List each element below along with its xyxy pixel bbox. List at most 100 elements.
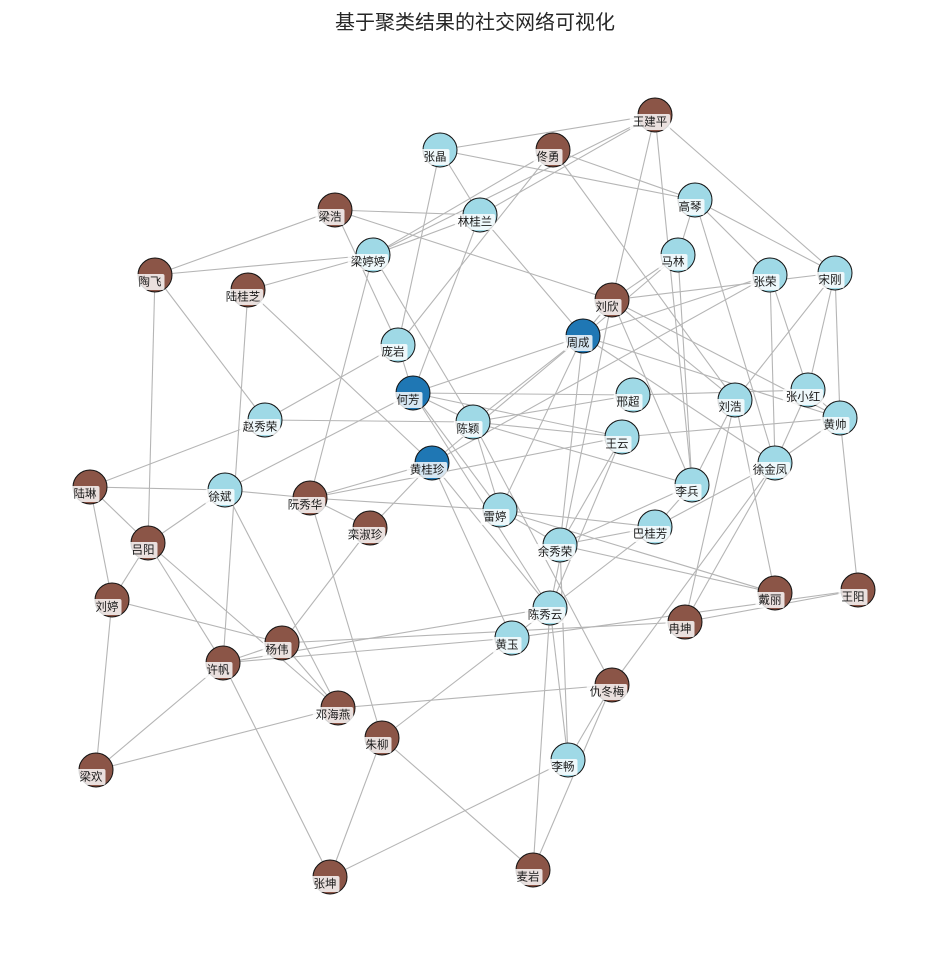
- node-陶飞[interactable]: 陶飞: [135, 257, 173, 293]
- node-高琴[interactable]: 高琴: [675, 182, 713, 218]
- edge-徐金凤-冉坤: [684, 462, 776, 623]
- node-栾淑珍[interactable]: 栾淑珍: [344, 510, 388, 546]
- node-黄帅[interactable]: 黄帅: [820, 400, 858, 436]
- edge-佟勇-庞岩: [397, 149, 554, 346]
- node-label: 张荣: [754, 275, 777, 289]
- node-徐金凤[interactable]: 徐金凤: [749, 445, 793, 481]
- node-label-background: [613, 394, 643, 410]
- node-吕阳[interactable]: 吕阳: [128, 525, 166, 561]
- node-label-background: [70, 486, 100, 502]
- node-陈颖[interactable]: 陈颖: [453, 404, 491, 440]
- node-label-background: [492, 637, 522, 653]
- edge-黄帅-王阳: [839, 417, 859, 591]
- edge-陈秀云-李畅: [549, 607, 569, 761]
- node-林桂兰[interactable]: 林桂兰: [454, 197, 498, 233]
- node-label-background: [815, 272, 845, 288]
- node-刘欣[interactable]: 刘欣: [592, 282, 630, 318]
- node-张荣[interactable]: 张荣: [750, 257, 788, 293]
- node-label: 梁浩: [319, 210, 342, 224]
- node-label: 王建平: [633, 115, 668, 129]
- node-label-background: [602, 436, 632, 452]
- node-余秀荣[interactable]: 余秀荣: [534, 527, 578, 563]
- node-黄桂珍[interactable]: 黄桂珍: [406, 445, 450, 481]
- node-label-background: [222, 289, 264, 305]
- edge-仇冬梅-麦岩: [532, 684, 613, 871]
- node-马林[interactable]: 马林: [658, 237, 696, 273]
- node-张晶[interactable]: 张晶: [420, 132, 458, 168]
- node-巴桂芳[interactable]: 巴桂芳: [629, 509, 673, 545]
- node-李畅[interactable]: 李畅: [548, 742, 586, 778]
- node-梁欢[interactable]: 梁欢: [76, 752, 114, 788]
- node-label: 王云: [606, 437, 629, 451]
- node-label-background: [533, 149, 563, 165]
- node-label: 黄桂珍: [410, 463, 445, 477]
- edge-佟勇-梁婷婷: [372, 149, 554, 256]
- node-仇冬梅[interactable]: 仇冬梅: [586, 667, 630, 703]
- edge-庞岩-赵秀荣: [264, 344, 399, 421]
- node-label-background: [347, 254, 389, 270]
- edge-朱柳-张坤: [329, 737, 383, 878]
- node-label: 佟勇: [537, 150, 560, 164]
- node-王阳[interactable]: 王阳: [838, 572, 876, 608]
- node-张小红[interactable]: 张小红: [782, 372, 826, 408]
- node-label-background: [750, 274, 780, 290]
- edge-王建平-张晶: [439, 114, 656, 151]
- node-label: 张小红: [786, 390, 821, 404]
- edge-王建平-李兵: [654, 114, 693, 486]
- node-label-background: [315, 209, 345, 225]
- node-张坤[interactable]: 张坤: [310, 859, 348, 895]
- node-label: 杨伟: [266, 643, 289, 657]
- node-刘浩[interactable]: 刘浩: [715, 382, 753, 418]
- node-王建平[interactable]: 王建平: [629, 97, 673, 133]
- node-梁婷婷[interactable]: 梁婷婷: [347, 237, 391, 273]
- node-label: 陆琳: [74, 487, 97, 501]
- edge-张晶-高琴: [439, 149, 696, 201]
- node-何芳[interactable]: 何芳: [393, 375, 431, 411]
- node-label-background: [586, 684, 628, 700]
- node-许帆[interactable]: 许帆: [203, 645, 241, 681]
- edge-朱柳-麦岩: [381, 737, 534, 871]
- node-戴丽[interactable]: 戴丽: [755, 575, 793, 611]
- edge-王建平-林桂兰: [479, 114, 656, 216]
- node-陆琳[interactable]: 陆琳: [70, 469, 108, 505]
- node-雷婷[interactable]: 雷婷: [480, 492, 518, 528]
- edge-宋刚-张小红: [807, 272, 836, 391]
- node-邓海燕[interactable]: 邓海燕: [312, 690, 356, 726]
- node-陈秀云[interactable]: 陈秀云: [524, 590, 568, 626]
- node-佟勇[interactable]: 佟勇: [533, 132, 571, 168]
- node-label: 马林: [662, 255, 685, 269]
- node-冉坤[interactable]: 冉坤: [665, 604, 703, 640]
- node-宋刚[interactable]: 宋刚: [815, 255, 853, 291]
- node-label: 赵秀荣: [243, 420, 278, 434]
- node-庞岩[interactable]: 庞岩: [378, 327, 416, 363]
- edge-仇冬梅-邓海燕: [337, 684, 613, 709]
- node-邢超[interactable]: 邢超: [613, 377, 651, 413]
- node-刘婷[interactable]: 刘婷: [92, 582, 130, 618]
- edge-高琴-张荣: [694, 199, 771, 276]
- node-徐斌[interactable]: 徐斌: [205, 472, 243, 508]
- node-label: 黄帅: [824, 418, 847, 432]
- node-麦岩[interactable]: 麦岩: [513, 852, 551, 888]
- node-label-background: [76, 769, 106, 785]
- node-label-background: [312, 707, 354, 723]
- node-label-background: [310, 876, 340, 892]
- node-李兵[interactable]: 李兵: [672, 467, 710, 503]
- edge-林桂兰-何芳: [412, 214, 481, 394]
- node-黄玉[interactable]: 黄玉: [492, 620, 530, 656]
- node-梁浩[interactable]: 梁浩: [315, 192, 353, 228]
- node-周成[interactable]: 周成: [563, 318, 601, 354]
- node-label-background: [524, 607, 566, 623]
- node-王云[interactable]: 王云: [602, 419, 640, 455]
- edge-周成-徐金凤: [582, 335, 776, 464]
- edge-刘浩-冉坤: [684, 399, 736, 623]
- node-杨伟[interactable]: 杨伟: [262, 625, 300, 661]
- node-阮秀华[interactable]: 阮秀华: [284, 480, 328, 516]
- node-朱柳[interactable]: 朱柳: [362, 720, 400, 756]
- node-label: 仇冬梅: [590, 685, 625, 699]
- node-赵秀荣[interactable]: 赵秀荣: [239, 402, 283, 438]
- node-label-background: [344, 527, 386, 543]
- node-label-background: [239, 419, 281, 435]
- edge-周成-黄桂珍: [431, 335, 584, 464]
- edge-阮秀华-雷婷: [309, 497, 501, 511]
- node-陆桂芝[interactable]: 陆桂芝: [222, 272, 266, 308]
